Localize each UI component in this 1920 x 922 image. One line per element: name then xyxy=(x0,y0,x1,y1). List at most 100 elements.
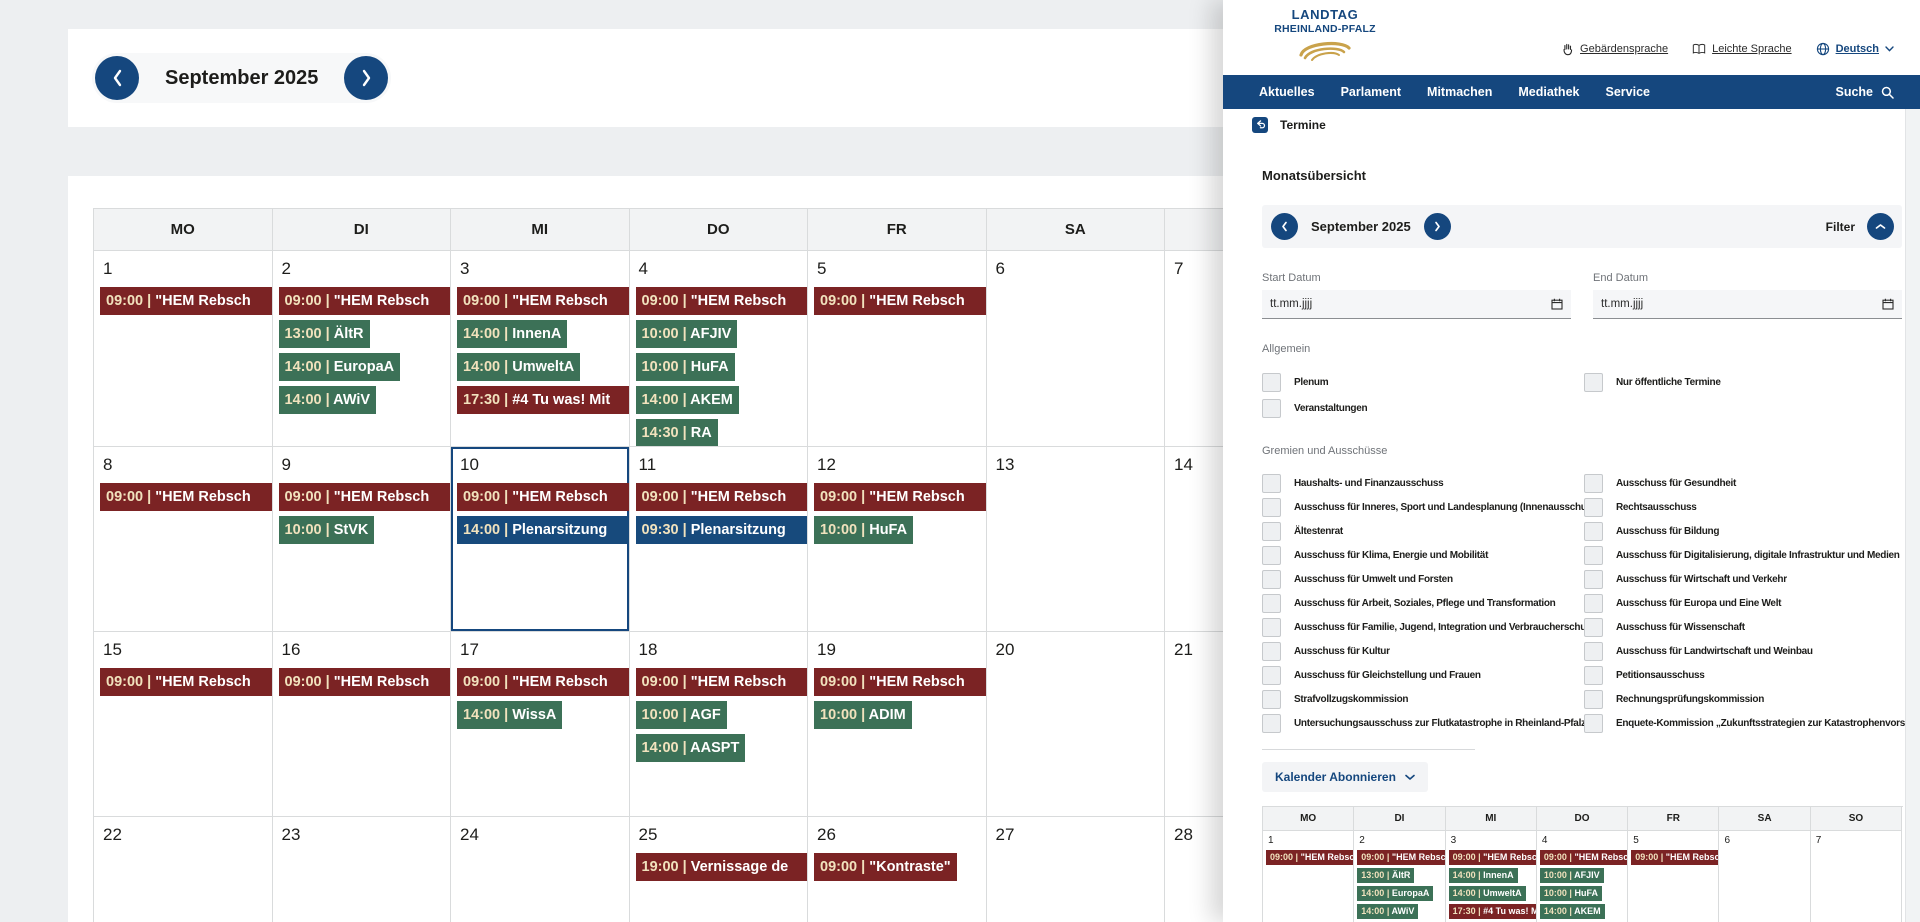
checkbox[interactable] xyxy=(1262,473,1281,493)
checkbox[interactable] xyxy=(1584,372,1603,392)
day-cell-22[interactable]: 22 xyxy=(94,817,273,922)
event-chip[interactable]: 14:00 | AWiV xyxy=(1357,904,1419,919)
event-chip[interactable]: 14:00 | EuropaA xyxy=(1357,886,1434,901)
day-cell-1[interactable]: 1 09:00 | "HEM Rebsch xyxy=(1263,831,1355,922)
event-chip[interactable]: 14:00 | UmweltA xyxy=(457,353,581,381)
event-chip[interactable]: 14:00 | WissA xyxy=(457,701,563,729)
event-chip[interactable]: 09:00 | "HEM Rebsch xyxy=(635,668,807,696)
event-chip[interactable]: 09:00 | "HEM Rebsch xyxy=(278,287,450,315)
event-chip[interactable]: 14:00 | UmweltA xyxy=(1448,886,1526,901)
event-chip[interactable]: 09:00 | "HEM Rebsch xyxy=(1357,850,1445,865)
day-cell-18[interactable]: 18 09:00 | "HEM Rebsch 10:00 | AGF 14:00 | … xyxy=(629,632,808,817)
event-chip[interactable]: 10:00 | AGF xyxy=(635,701,727,729)
event-chip[interactable]: 10:00 | HuFA xyxy=(1539,886,1602,901)
nav-item-mediathek[interactable]: Mediathek xyxy=(1518,85,1580,99)
event-chip[interactable]: 17:30 | #4 Tu was! Mit xyxy=(1448,904,1536,919)
event-chip[interactable]: 14:30 | RA xyxy=(635,419,718,446)
landtag-logo[interactable]: LANDTAG RHEINLAND-PFALZ xyxy=(1259,7,1391,68)
scrollbar-track[interactable] xyxy=(1905,109,1920,922)
nav-item-aktuelles[interactable]: Aktuelles xyxy=(1259,85,1315,99)
event-chip[interactable]: 14:00 | AWiV xyxy=(278,386,377,414)
day-cell-2[interactable]: 2 09:00 | "HEM Rebsch 13:00 | ÄltR 14:00 | … xyxy=(272,251,451,447)
next-month-button[interactable] xyxy=(344,56,389,100)
previous-month-button[interactable] xyxy=(95,56,139,100)
checkbox[interactable] xyxy=(1262,521,1281,541)
checkbox[interactable] xyxy=(1584,569,1603,589)
event-chip[interactable]: 14:00 | InnenA xyxy=(457,320,568,348)
checkbox[interactable] xyxy=(1262,372,1281,392)
checkbox[interactable] xyxy=(1584,497,1603,517)
day-cell-2[interactable]: 2 09:00 | "HEM Rebsch 13:00 | ÄltR 14:00 | … xyxy=(1354,831,1446,922)
event-chip[interactable]: 09:30 | Plenarsitzung xyxy=(635,516,807,544)
event-chip[interactable]: 09:00 | "HEM Rebsch xyxy=(814,483,986,511)
event-chip[interactable]: 09:00 | "HEM Rebsch xyxy=(814,668,986,696)
event-chip[interactable]: 09:00 | "HEM Rebsch xyxy=(457,483,629,511)
checkbox[interactable] xyxy=(1584,713,1603,733)
nav-item-parlament[interactable]: Parlament xyxy=(1340,85,1402,99)
search-button[interactable]: Suche xyxy=(1835,85,1894,99)
checkbox[interactable] xyxy=(1262,569,1281,589)
event-chip[interactable]: 14:00 | EuropaA xyxy=(278,353,401,381)
checkbox[interactable] xyxy=(1584,641,1603,661)
day-cell-6[interactable]: 6 xyxy=(986,251,1165,447)
event-chip[interactable]: 09:00 | "HEM Rebsch xyxy=(278,668,450,696)
nav-item-mitmachen[interactable]: Mitmachen xyxy=(1427,85,1493,99)
event-chip[interactable]: 09:00 | "HEM Rebsch xyxy=(1631,850,1719,865)
event-chip[interactable]: 10:00 | AFJIV xyxy=(1539,868,1604,883)
event-chip[interactable]: 10:00 | AFJIV xyxy=(635,320,738,348)
event-chip[interactable]: 13:00 | ÄltR xyxy=(1357,868,1415,883)
checkbox[interactable] xyxy=(1584,521,1603,541)
event-chip[interactable]: 10:00 | StVK xyxy=(278,516,375,544)
day-cell-6[interactable]: 6 xyxy=(1719,831,1811,922)
day-cell-15[interactable]: 15 09:00 | "HEM Rebsch xyxy=(94,632,273,817)
checkbox[interactable] xyxy=(1262,617,1281,637)
checkbox[interactable] xyxy=(1262,713,1281,733)
event-chip[interactable]: 17:30 | #4 Tu was! Mit xyxy=(457,386,629,414)
checkbox[interactable] xyxy=(1262,665,1281,685)
event-chip[interactable]: 09:00 | "HEM Rebsch xyxy=(278,483,450,511)
end-date-input[interactable]: tt.mm.jjjj xyxy=(1593,290,1902,319)
checkbox[interactable] xyxy=(1584,665,1603,685)
filter-collapse-button[interactable] xyxy=(1867,213,1894,240)
event-chip[interactable]: 09:00 | "HEM Rebsch xyxy=(100,483,272,511)
day-cell-5[interactable]: 5 09:00 | "HEM Rebsch xyxy=(808,251,987,447)
panel-next-month-button[interactable] xyxy=(1423,213,1451,240)
event-chip[interactable]: 09:00 | "HEM Rebsch xyxy=(457,668,629,696)
checkbox[interactable] xyxy=(1262,641,1281,661)
day-cell-7[interactable]: 7 xyxy=(1810,831,1903,922)
event-chip[interactable]: 09:00 | "HEM Rebsch xyxy=(1448,850,1536,865)
day-cell-20[interactable]: 20 xyxy=(986,632,1165,817)
checkbox[interactable] xyxy=(1262,398,1281,418)
checkbox[interactable] xyxy=(1584,617,1603,637)
checkbox[interactable] xyxy=(1262,497,1281,517)
checkbox[interactable] xyxy=(1262,545,1281,565)
day-cell-12[interactable]: 12 09:00 | "HEM Rebsch 10:00 | HuFA xyxy=(808,447,987,632)
event-chip[interactable]: 13:00 | ÄltR xyxy=(278,320,370,348)
day-cell-9[interactable]: 9 09:00 | "HEM Rebsch 10:00 | StVK xyxy=(272,447,451,632)
event-chip[interactable]: 09:00 | "HEM Rebsch xyxy=(635,483,807,511)
event-chip[interactable]: 10:00 | HuFA xyxy=(635,353,735,381)
nav-item-service[interactable]: Service xyxy=(1605,85,1650,99)
language-selector[interactable]: Deutsch xyxy=(1816,42,1894,56)
day-cell-11[interactable]: 11 09:00 | "HEM Rebsch 09:30 | Plenarsitzu… xyxy=(629,447,808,632)
event-chip[interactable]: 09:00 | "HEM Rebsch xyxy=(1266,850,1354,865)
checkbox[interactable] xyxy=(1584,689,1603,709)
event-chip[interactable]: 09:00 | "Kontraste" xyxy=(814,853,957,881)
checkbox[interactable] xyxy=(1584,593,1603,613)
day-cell-16[interactable]: 16 09:00 | "HEM Rebsch xyxy=(272,632,451,817)
checkbox[interactable] xyxy=(1262,689,1281,709)
event-chip[interactable]: 09:00 | "HEM Rebsch xyxy=(457,287,629,315)
event-chip[interactable]: 09:00 | "HEM Rebsch xyxy=(100,287,272,315)
sign-language-link[interactable]: Gebärdensprache xyxy=(1561,43,1668,56)
day-cell-1[interactable]: 1 09:00 | "HEM Rebsch xyxy=(94,251,273,447)
checkbox[interactable] xyxy=(1262,593,1281,613)
event-chip[interactable]: 19:00 | Vernissage de xyxy=(635,853,807,881)
day-cell-27[interactable]: 27 xyxy=(986,817,1165,922)
event-chip[interactable]: 09:00 | "HEM Rebsch xyxy=(1539,850,1628,865)
event-chip[interactable]: 09:00 | "HEM Rebsch xyxy=(635,287,807,315)
day-cell-19[interactable]: 19 09:00 | "HEM Rebsch 10:00 | ADIM xyxy=(808,632,987,817)
